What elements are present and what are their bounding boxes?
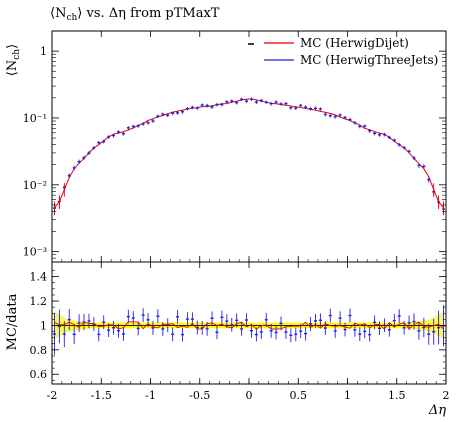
x-tick-label: 1 (344, 389, 351, 402)
legend-dijet-label: MC (HerwigDijet) (300, 36, 409, 50)
legend: MC (HerwigDijet) MC (HerwigThreeJets) (248, 36, 438, 67)
legend-threejets-label: MC (HerwigThreeJets) (300, 53, 438, 67)
y-tick-label: 10⁻³ (23, 246, 47, 259)
chart-title: ⟨Nch⟩ vs. Δη from pTMaxT (50, 6, 220, 23)
x-tick-label: -1.5 (91, 389, 112, 402)
series-dijet-line (54, 98, 444, 209)
ratio-tick-label: 1.2 (30, 295, 48, 308)
x-tick-label: -1 (145, 389, 156, 402)
x-axis-label: Δη (428, 403, 446, 418)
x-tick-label: 0.5 (290, 389, 308, 402)
ratio-tick-label: 0.6 (30, 368, 48, 381)
x-tick-label: -0.5 (189, 389, 210, 402)
y-tick-label: 1 (40, 45, 47, 58)
ratio-tick-label: 1 (40, 319, 47, 332)
y-tick-label: 10⁻¹ (23, 112, 47, 125)
x-tick-label: 1.5 (388, 389, 406, 402)
ratio-y-axis-label: MC/data (5, 293, 20, 350)
y-axis-label: ⟨Nch⟩ (5, 44, 22, 76)
x-tick-label: 2 (443, 389, 450, 402)
y-tick-label: 10⁻² (23, 179, 47, 192)
axes: -2 -1.5 -1 -0.5 0 0.5 1 1.5 2 10⁻³ 10⁻² 10⁻¹ 1 0.6 0.8… (23, 30, 450, 402)
x-tick-label: -2 (47, 389, 58, 402)
ratio-dijet-line (54, 321, 444, 330)
x-tick-label: 0 (246, 389, 253, 402)
ratio-panel (52, 304, 446, 355)
ratio-tick-label: 0.8 (30, 344, 48, 357)
main-panel (52, 97, 446, 216)
ratio-tick-label: 1.4 (30, 271, 48, 284)
